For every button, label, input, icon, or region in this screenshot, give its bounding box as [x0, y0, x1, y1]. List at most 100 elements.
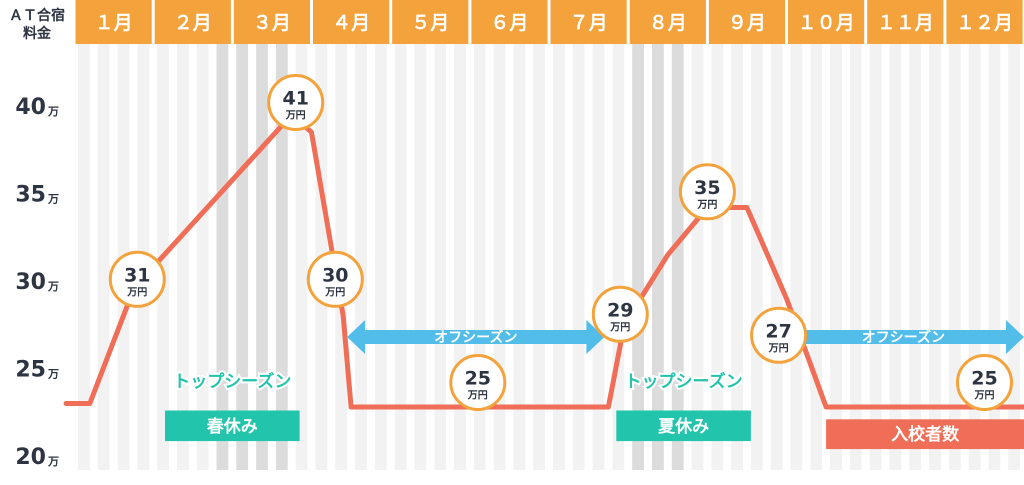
week-column — [493, 44, 506, 470]
off-season-arrow — [782, 320, 1024, 354]
month-label: ２月 — [174, 12, 212, 34]
week-column — [790, 44, 803, 470]
week-column — [295, 44, 308, 470]
month-header: １月 ２月 ３月 ４月 ５月 ６月 ７月 ８月 ９月 １０月 １１月 １２月 — [75, 0, 1023, 44]
price-value: 41 — [282, 88, 308, 110]
month-cell — [154, 0, 231, 44]
week-column — [830, 44, 842, 470]
price-value: 25 — [971, 368, 997, 390]
week-column — [394, 44, 407, 470]
price-value: 29 — [607, 299, 633, 321]
y-tick-label: 30 — [15, 270, 46, 295]
price-unit: 万円 — [126, 286, 147, 298]
price-bubble — [591, 285, 649, 343]
month-cell — [233, 0, 310, 44]
month-cell — [550, 0, 627, 44]
week-column — [196, 44, 209, 470]
month-cell — [867, 0, 944, 44]
y-tick-unit: 万 — [47, 193, 59, 206]
week-column — [513, 44, 526, 470]
week-column — [434, 44, 447, 470]
week-column — [1008, 44, 1020, 470]
week-column — [355, 44, 367, 470]
week-column — [691, 44, 704, 470]
week-column — [929, 44, 941, 470]
price-value: 35 — [694, 177, 720, 199]
month-label: ５月 — [411, 12, 449, 34]
price-bubble — [306, 250, 364, 308]
week-column — [770, 44, 783, 470]
y-axis-title-line-2: 料金 — [23, 25, 52, 42]
month-cell — [313, 0, 390, 44]
month-label: ３月 — [253, 12, 291, 34]
price-bubble — [449, 354, 507, 411]
week-column — [988, 44, 1001, 470]
holiday-week-column — [236, 44, 249, 470]
price-unit: 万円 — [974, 390, 995, 402]
week-column — [97, 44, 110, 470]
top-season-label: トップシーズン — [173, 371, 291, 392]
price-value: 27 — [765, 320, 791, 342]
week-column — [612, 44, 625, 470]
off-season-label: オフシーズン — [434, 329, 517, 346]
month-cell — [75, 0, 152, 44]
price-bubble — [267, 74, 325, 131]
month-cell — [788, 0, 865, 44]
y-tick-unit: 万 — [47, 455, 59, 468]
holiday-week-column — [632, 44, 644, 470]
holiday-week-column — [216, 44, 229, 470]
enrollment-label: 入校者数 — [891, 424, 960, 445]
month-cell — [629, 0, 706, 44]
price-value: 31 — [124, 264, 150, 286]
price-unit: 万円 — [467, 390, 488, 402]
week-column — [889, 44, 902, 470]
week-column — [454, 44, 466, 470]
price-bubble — [956, 354, 1013, 411]
price-bubble — [678, 163, 736, 221]
month-label: ７月 — [570, 12, 608, 34]
off-season-label: オフシーズン — [862, 329, 945, 346]
price-unit: 万円 — [768, 342, 789, 354]
week-column — [553, 44, 565, 470]
y-tick-unit: 万 — [47, 105, 59, 118]
price-value: 30 — [322, 264, 348, 286]
price-unit: 万円 — [324, 286, 345, 298]
month-label: １０月 — [798, 12, 855, 34]
month-cell — [946, 0, 1023, 44]
week-column — [849, 44, 862, 470]
week-column — [948, 44, 961, 470]
week-column — [374, 44, 387, 470]
y-axis-title-line-1: ＡＴ合宿 — [9, 7, 65, 24]
week-column — [711, 44, 724, 470]
holiday-week-column — [671, 44, 684, 470]
top-season-label: トップシーズン — [625, 371, 743, 392]
holiday-label: 夏休み — [658, 416, 709, 437]
week-column — [968, 44, 981, 470]
week-column — [909, 44, 922, 470]
y-axis: 20 万25 万30 万35 万40 万 — [15, 95, 59, 470]
price-value: 25 — [465, 368, 491, 390]
week-column — [810, 44, 823, 470]
holiday-label: 春休み — [207, 416, 258, 437]
y-tick-label: 25 — [15, 358, 46, 383]
y-tick-label: 35 — [15, 183, 46, 208]
month-cell — [708, 0, 786, 44]
holiday-week-column — [275, 44, 288, 470]
y-axis-title: ＡＴ合宿 料金 — [9, 7, 65, 42]
week-column — [533, 44, 545, 470]
y-tick-label: 40 — [15, 95, 46, 120]
annotations-bottom: 春休み 夏休み 入校者数 オフシーズン オフシーズン — [165, 320, 1024, 450]
price-unit: 万円 — [285, 110, 306, 122]
y-tick-label: 20 — [15, 445, 46, 470]
month-label: ９月 — [728, 12, 766, 34]
off-season-arrow — [347, 320, 605, 354]
week-column — [869, 44, 882, 470]
week-column — [750, 44, 763, 470]
y-tick-unit: 万 — [47, 368, 59, 381]
month-label: １２月 — [956, 12, 1013, 34]
month-label: １月 — [95, 12, 133, 34]
holiday-week-column — [652, 44, 664, 470]
holiday-box — [165, 410, 300, 442]
